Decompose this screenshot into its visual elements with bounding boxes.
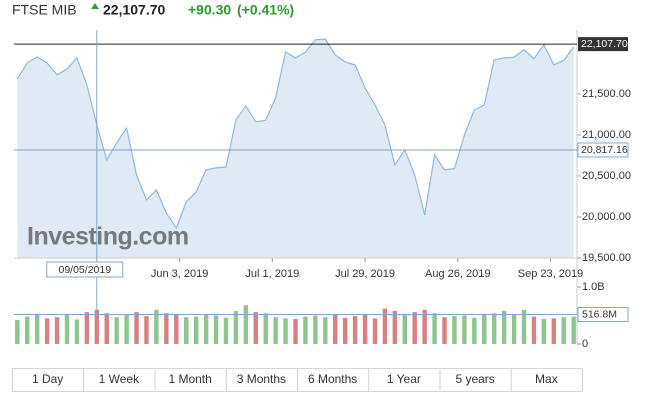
x-tick-label: Aug 26, 2019 — [425, 268, 490, 280]
x-tick-label: Jul 1, 2019 — [245, 268, 299, 280]
volume-bar — [422, 309, 427, 344]
range-button-label[interactable]: 5 years — [455, 372, 494, 386]
volume-bar — [203, 314, 209, 344]
volume-bar — [114, 317, 119, 344]
range-button-label[interactable]: Max — [535, 372, 558, 386]
last-price: 22,107.70 — [103, 2, 165, 18]
volume-bar — [323, 317, 328, 344]
price-area — [17, 39, 574, 258]
volume-bar — [154, 309, 159, 344]
volume-bar — [541, 318, 547, 344]
volume-bar — [283, 318, 288, 344]
y-tick-label: 21,500.00 — [582, 88, 631, 100]
range-button-label[interactable]: 1 Month — [168, 372, 211, 386]
volume-tick-label: 0 — [582, 338, 588, 350]
volume-bar — [74, 319, 80, 344]
range-button-label[interactable]: 6 Months — [308, 372, 357, 386]
volume-bar — [313, 315, 318, 344]
volume-bar — [44, 318, 50, 344]
volume-bar — [452, 316, 457, 344]
up-arrow — [91, 3, 99, 9]
y-tick-label: 19,500.00 — [582, 252, 631, 264]
volume-bar — [223, 317, 229, 344]
volume-bar — [193, 316, 199, 344]
range-button-label[interactable]: 3 Months — [237, 372, 286, 386]
volume-current-label: 516.8M — [582, 308, 617, 320]
volume-bar — [164, 313, 169, 344]
volume-bar — [134, 312, 139, 344]
volume-bar — [54, 317, 60, 344]
volume-bar — [442, 317, 447, 344]
y-tick-label: 20,500.00 — [582, 170, 631, 182]
volume-bar — [184, 317, 189, 344]
crosshair-y-box — [577, 142, 629, 158]
volume-bar — [432, 313, 437, 344]
volume-bar — [243, 305, 249, 344]
x-tick-label: Jul 29, 2019 — [335, 268, 395, 280]
volume-bar — [124, 314, 129, 344]
crosshair-y-label: 20,817.16 — [581, 144, 628, 156]
volume-bar — [342, 317, 348, 344]
volume-bar — [273, 317, 278, 344]
volume-bar — [293, 318, 298, 344]
volume-bar — [382, 308, 388, 344]
volume-bar — [362, 314, 368, 344]
volume-bar — [462, 315, 467, 344]
y-tick-label: 20,000.00 — [582, 211, 631, 223]
x-tick-label: Jun 3, 2019 — [151, 268, 209, 280]
crosshair-x-box — [46, 261, 124, 278]
volume-bar — [64, 314, 70, 344]
volume-bar — [352, 316, 358, 344]
volume-bar — [174, 314, 179, 344]
volume-bar — [333, 314, 338, 344]
volume-bar — [372, 318, 378, 344]
volume-bar — [501, 310, 507, 344]
volume-bar — [561, 317, 566, 344]
volume-bar — [213, 315, 219, 344]
volume-bar — [144, 316, 149, 344]
last-price-label: 22,107.70 — [581, 38, 628, 50]
price-change: +90.30 — [188, 2, 231, 18]
volume-bar — [233, 310, 239, 344]
volume-bar — [472, 317, 477, 344]
volume-bar — [531, 316, 537, 344]
volume-bar — [253, 312, 258, 344]
range-button-label[interactable]: 1 Week — [99, 372, 140, 386]
volume-current-box — [577, 307, 629, 323]
volume-bar — [392, 310, 398, 344]
range-button-label[interactable]: 1 Day — [32, 372, 63, 386]
volume-bar — [402, 314, 407, 344]
volume-bar — [25, 316, 30, 344]
volume-bar — [15, 320, 20, 344]
y-tick-label: 21,000.00 — [582, 129, 631, 141]
range-button[interactable] — [510, 368, 583, 392]
volume-bar — [94, 309, 99, 344]
volume-bar — [104, 313, 109, 344]
volume-bar — [571, 316, 576, 344]
volume-bar — [482, 314, 487, 344]
last-price-box — [578, 37, 628, 52]
volume-bar — [34, 314, 40, 344]
volume-bar — [551, 318, 557, 344]
crosshair-x-label: 09/05/2019 — [59, 264, 112, 276]
volume-bar — [303, 316, 308, 344]
volume-bar — [263, 313, 268, 344]
instrument-name: FTSE MIB — [12, 2, 77, 18]
price-line — [16, 38, 575, 230]
price-change-pct: (+0.41%) — [237, 2, 294, 18]
volume-tick-label: 1.0B — [582, 281, 605, 293]
volume-bar — [492, 313, 497, 344]
x-tick-label: Sep 23, 2019 — [518, 268, 583, 280]
watermark: Investing.com — [27, 223, 189, 251]
range-button-label[interactable]: 1 Year — [387, 372, 421, 386]
volume-bar — [521, 309, 527, 344]
volume-bar — [511, 314, 517, 344]
volume-bar — [84, 312, 90, 344]
volume-bar — [412, 312, 417, 344]
